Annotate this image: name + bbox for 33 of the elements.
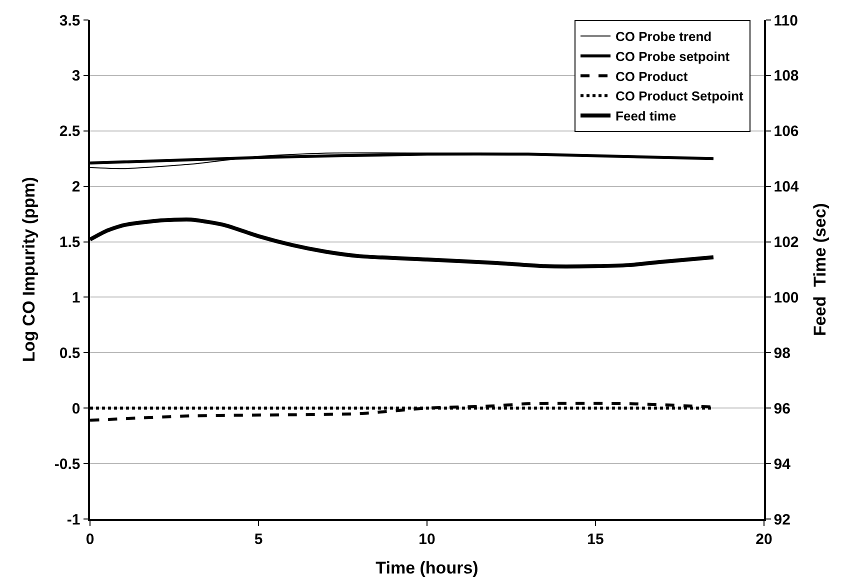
y-tick-label: 3.5 <box>59 12 80 30</box>
y2-tick-label: 100 <box>774 289 799 306</box>
y-tick-label: 1 <box>72 289 80 306</box>
legend-label: CO Probe trend <box>616 29 712 44</box>
legend-label: CO Probe setpoint <box>616 48 730 64</box>
y2-tick-label: 92 <box>774 511 790 528</box>
y-axis-title: Log CO Impurity (ppm) <box>19 176 38 362</box>
y-tick-label: 0.5 <box>59 344 80 362</box>
x-tick-label: 20 <box>756 530 772 548</box>
y2-tick-label: 96 <box>774 400 790 418</box>
y-tick-label: 3 <box>72 68 80 85</box>
y-tick-label: 2.5 <box>59 123 80 140</box>
y2-tick-label: 110 <box>774 12 798 30</box>
y2-tick-label: 102 <box>774 234 799 252</box>
legend-label: CO Product Setpoint <box>616 88 744 104</box>
x-tick-label: 15 <box>587 530 604 548</box>
y2-tick-label: 104 <box>774 178 800 196</box>
y-tick-label: -0.5 <box>54 456 80 473</box>
y-tick-label: 2 <box>72 178 80 196</box>
legend-label: CO Product <box>616 68 688 84</box>
y2-tick-label: 98 <box>774 344 790 362</box>
y-tick-label: -1 <box>66 511 80 528</box>
y-tick-label: 1.5 <box>59 234 80 252</box>
x-tick-label: 10 <box>418 530 436 548</box>
y2-tick-label: 94 <box>774 456 792 473</box>
x-axis-title: Time (hours) <box>376 558 478 578</box>
y2-tick-label: 108 <box>774 68 799 85</box>
y-tick-label: 0 <box>72 400 80 418</box>
y2-tick-label: 106 <box>774 123 799 140</box>
y2-axis-title: Feed Time (sec) <box>810 203 830 336</box>
x-tick-label: 0 <box>86 530 94 548</box>
x-tick-label: 5 <box>254 530 263 548</box>
legend-label: Feed time <box>616 108 676 124</box>
